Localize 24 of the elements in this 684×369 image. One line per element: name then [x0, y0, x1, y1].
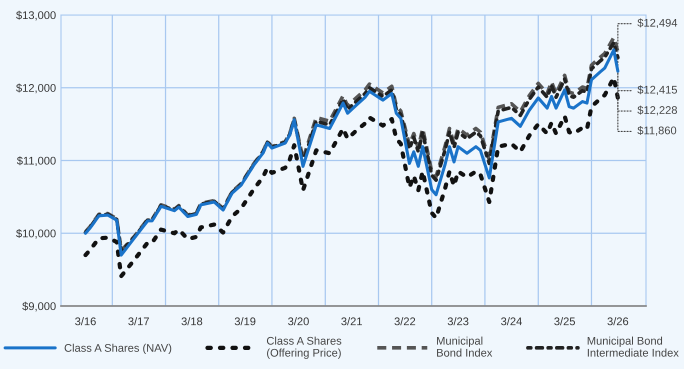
y-tick-label: $12,000 — [16, 84, 56, 94]
x-tick-label: 3/20 — [288, 317, 309, 326]
annotation: $12,228 — [637, 106, 677, 116]
legend-label: Municipal Bond Intermediate Index — [588, 336, 679, 357]
x-tick-label: 3/19 — [234, 317, 256, 326]
x-tick-label: 3/26 — [607, 317, 628, 326]
x-tick-label: 3/24 — [501, 317, 522, 326]
x-tick-label: 3/22 — [394, 317, 416, 326]
annotation: $12,494 — [637, 18, 678, 28]
legend-label: Class A Shares (NAV) — [64, 344, 172, 354]
y-tick-label: $11,000 — [16, 156, 56, 166]
annotation: $12,415 — [637, 85, 678, 95]
legend-label: Class A Shares (Offering Price) — [266, 336, 342, 359]
x-tick-label: 3/17 — [128, 317, 149, 326]
y-tick-label: $13,000 — [16, 10, 56, 20]
legend-label: Municipal Bond Index — [437, 336, 492, 357]
x-tick-label: 3/18 — [182, 317, 202, 326]
x-tick-label: 3/25 — [554, 317, 576, 326]
x-tick-label: 3/23 — [448, 317, 468, 326]
x-tick-label: 3/16 — [75, 317, 96, 326]
x-tick-label: 3/21 — [341, 317, 362, 326]
annotation: $11,860 — [637, 126, 676, 136]
y-tick-label: $10,000 — [16, 229, 56, 239]
y-tick-label: $9,000 — [22, 302, 56, 312]
